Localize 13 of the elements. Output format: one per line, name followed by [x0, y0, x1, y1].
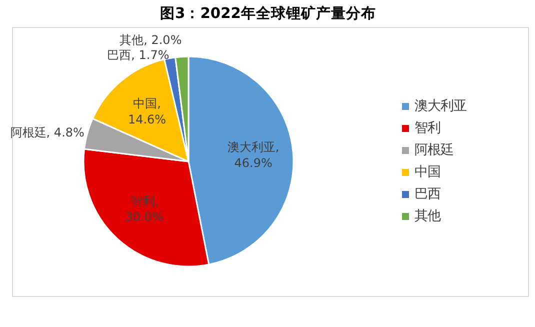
legend-label: 澳大利亚: [414, 99, 466, 114]
data-label: 中国, 14.6%: [128, 96, 166, 126]
legend-label: 中国: [414, 165, 440, 180]
data-label: 巴西, 1.7%: [107, 48, 170, 62]
data-label: 其他, 2.0%: [120, 33, 182, 48]
data-label: 澳大利亚, 46.9%: [227, 140, 280, 170]
legend-label: 阿根廷: [414, 143, 454, 158]
legend-label: 其他: [414, 209, 440, 224]
data-label: 智利, 30.0%: [125, 194, 164, 224]
data-label: 阿根廷, 4.8%: [10, 126, 84, 140]
legend-label: 巴西: [414, 187, 440, 202]
chart-title: 图3：2022年全球锂矿产量分布: [160, 4, 376, 22]
legend-label: 智利: [414, 121, 440, 136]
